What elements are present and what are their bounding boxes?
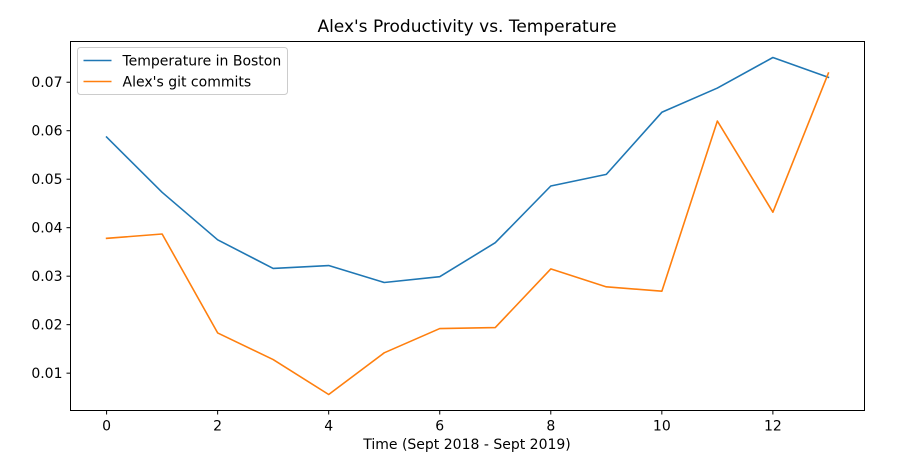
y-tick-label: 0.06 <box>31 124 62 140</box>
series-layer <box>105 56 830 396</box>
legend-box <box>77 47 288 95</box>
y-axis-ticks: 0.01 0.02 0.03 0.04 0.05 0.06 0.07 <box>31 75 71 382</box>
x-axis-label: Time (Sept 2018 - Sept 2019) <box>362 437 571 453</box>
series-line-1 <box>105 56 830 284</box>
y-tick-label: 0.01 <box>31 366 62 382</box>
x-tick-label: 2 <box>213 419 222 435</box>
y-tick-label: 0.02 <box>31 318 62 334</box>
x-tick-label: 4 <box>324 419 333 435</box>
x-tick-label: 8 <box>546 419 555 435</box>
legend-label: Temperature in Boston <box>122 54 282 70</box>
x-tick-label: 6 <box>435 419 444 435</box>
y-tick-label: 0.03 <box>31 269 62 285</box>
plot-area-frame <box>70 41 865 411</box>
x-tick-label: 0 <box>102 419 111 435</box>
chart-legend: Temperature in Boston Alex's git commits <box>77 47 288 95</box>
x-tick-label: 10 <box>653 419 671 435</box>
chart-title: Alex's Productivity vs. Temperature <box>317 17 616 37</box>
y-tick-label: 0.07 <box>31 75 62 91</box>
x-axis-ticks: 0 2 4 6 8 10 12 <box>102 410 782 435</box>
y-tick-label: 0.05 <box>31 172 62 188</box>
series-line-2 <box>105 71 830 396</box>
legend-label: Alex's git commits <box>123 75 252 91</box>
y-tick-label: 0.04 <box>31 221 62 237</box>
x-tick-label: 12 <box>764 419 782 435</box>
